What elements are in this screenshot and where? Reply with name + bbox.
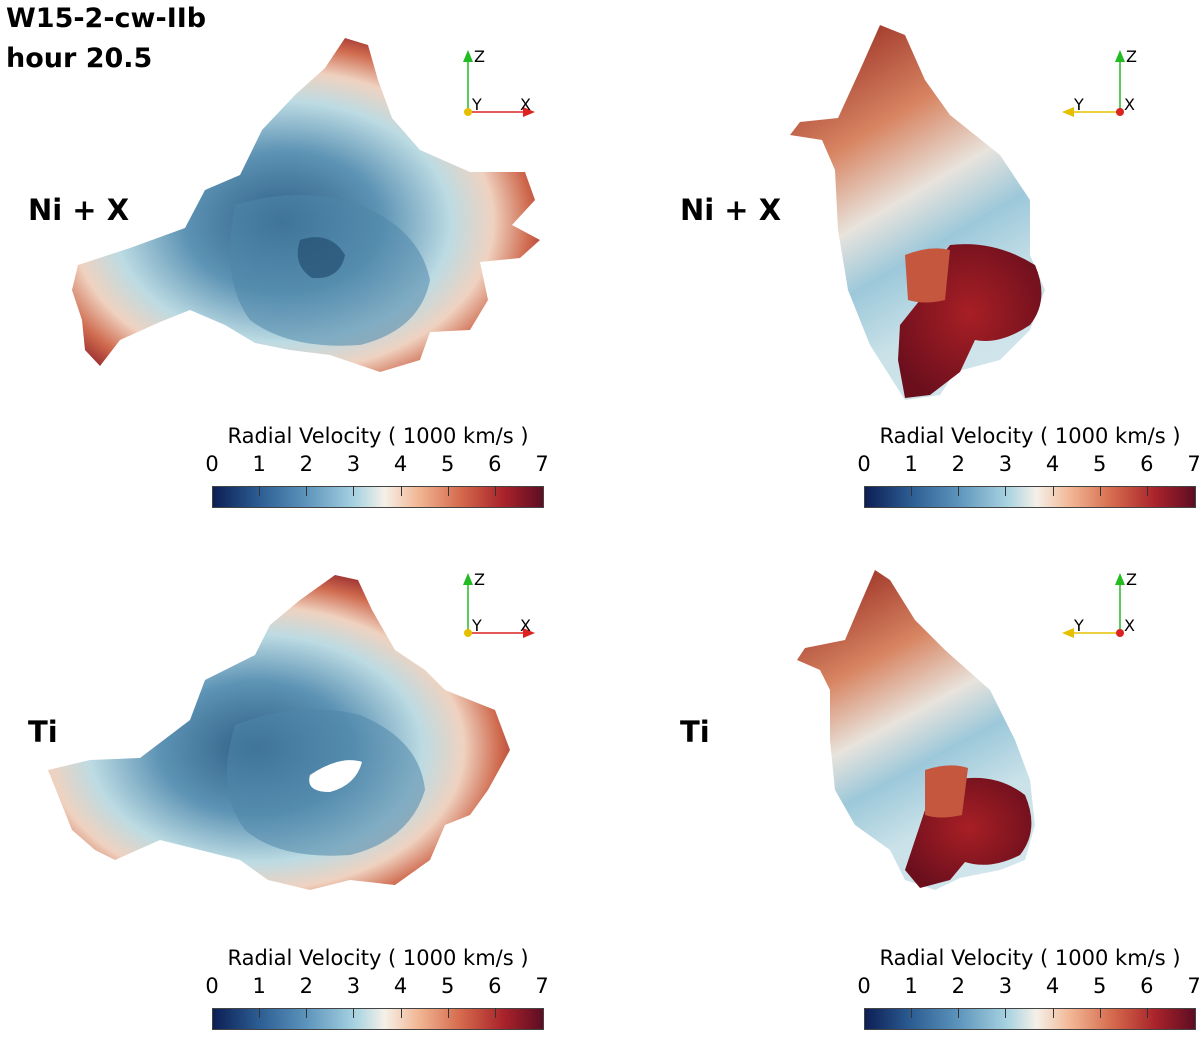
colorbar-tick-mark	[1146, 1008, 1148, 1018]
axis-y-label: Y	[1073, 616, 1084, 635]
colorbar-tick-mark	[1005, 1008, 1007, 1018]
colorbar-tick-mark	[1052, 1008, 1054, 1018]
colorbar-tick-mark	[1146, 486, 1148, 496]
colorbar-tick-mark	[400, 486, 402, 496]
colorbar-tick-mark	[1052, 486, 1054, 496]
axis-x-label: X	[1124, 616, 1135, 635]
colorbar-tick-label: 7	[1187, 974, 1200, 998]
colorbar-1: Radial Velocity ( 1000 km/s ) 0 1 2 3 4 5 6 7	[205, 424, 549, 514]
colorbar-title: Radial Velocity ( 1000 km/s )	[879, 424, 1181, 448]
axes-triad-4: Z Y X	[1062, 570, 1137, 638]
panel-label-ti-front: Ti	[28, 715, 58, 749]
colorbar-tick-label: 6	[488, 974, 502, 998]
panel-label-ni-side: Ni + X	[680, 193, 782, 227]
colorbar-tick-mark	[958, 1008, 960, 1018]
colorbar-tick-label: 0	[205, 974, 219, 998]
colorbar-tick-mark	[447, 486, 449, 496]
colorbar-tick-label: 3	[346, 452, 361, 476]
colorbar-gradient	[864, 486, 1196, 508]
colorbar-tick-label: 7	[1187, 452, 1200, 476]
panel-label-ni-front: Ni + X	[28, 193, 130, 227]
axis-y-label: Y	[1073, 95, 1084, 114]
colorbar-tick-mark	[306, 486, 308, 496]
axis-z-label: Z	[1126, 570, 1137, 589]
colorbar-tick-label: 7	[535, 452, 549, 476]
colorbar-tick-label: 4	[1045, 974, 1060, 998]
axes-triad-3: Z Y X	[463, 570, 535, 638]
colorbar-title: Radial Velocity ( 1000 km/s )	[227, 424, 529, 448]
colorbar-tick-label: 2	[299, 452, 313, 476]
colorbar-tick-mark	[259, 1008, 261, 1018]
colorbar-tick-label: 6	[1140, 452, 1154, 476]
colorbar-tick-mark	[447, 1008, 449, 1018]
colorbar-tick-mark	[494, 486, 496, 496]
surface-ti-front	[48, 575, 510, 890]
colorbar-tick-mark	[1099, 1008, 1101, 1018]
axis-z-label: Z	[474, 47, 485, 66]
colorbar-gradient	[212, 1008, 544, 1030]
surface-ni-side	[790, 25, 1045, 400]
axis-x-label: X	[520, 616, 531, 635]
axis-y-label: Y	[471, 95, 482, 114]
colorbar-tick-mark	[1005, 486, 1007, 496]
colorbar-tick-label: 5	[1093, 974, 1107, 998]
colorbar-tick-label: 0	[205, 452, 219, 476]
colorbar-tick-label: 3	[346, 974, 361, 998]
axes-triad-2: Z Y X	[1062, 47, 1137, 117]
colorbar-tick-mark	[911, 1008, 913, 1018]
surface-ni-front	[72, 38, 540, 372]
figure-title-model: W15-2-cw-IIb	[6, 3, 207, 34]
axis-z-label: Z	[1126, 47, 1137, 66]
colorbar-gradient	[212, 486, 544, 508]
colorbar-tick-label: 4	[1045, 452, 1060, 476]
colorbar-tick-mark	[958, 486, 960, 496]
surface-ti-side	[797, 570, 1035, 890]
colorbar-tick-label: 2	[299, 974, 313, 998]
colorbar-2: Radial Velocity ( 1000 km/s ) 0 1 2 3 4 5 6 7	[857, 424, 1200, 514]
axis-y-label: Y	[471, 616, 482, 635]
colorbar-4: Radial Velocity ( 1000 km/s ) 0 1 2 3 4 5 6 7	[857, 946, 1200, 1036]
colorbar-tick-mark	[1099, 486, 1101, 496]
colorbar-tick-mark	[353, 1008, 355, 1018]
colorbar-tick-mark	[259, 486, 261, 496]
colorbar-tick-label: 5	[441, 452, 455, 476]
colorbar-tick-label: 1	[904, 452, 918, 476]
colorbar-tick-label: 6	[1140, 974, 1154, 998]
axis-x-label: X	[1124, 95, 1135, 114]
panel-label-ti-side: Ti	[680, 715, 710, 749]
colorbar-title: Radial Velocity ( 1000 km/s )	[879, 946, 1181, 970]
colorbar-tick-label: 2	[951, 452, 965, 476]
colorbar-tick-mark	[306, 1008, 308, 1018]
colorbar-tick-label: 2	[951, 974, 965, 998]
colorbar-tick-label: 4	[393, 452, 408, 476]
axis-z-label: Z	[474, 570, 485, 589]
colorbar-3: Radial Velocity ( 1000 km/s ) 0 1 2 3 4 5 6 7	[205, 946, 549, 1036]
colorbar-tick-mark	[494, 1008, 496, 1018]
colorbar-tick-label: 4	[393, 974, 408, 998]
colorbar-title: Radial Velocity ( 1000 km/s )	[227, 946, 529, 970]
colorbar-tick-label: 1	[904, 974, 918, 998]
axis-x-label: X	[520, 95, 531, 114]
colorbar-tick-label: 0	[857, 452, 871, 476]
colorbar-tick-label: 7	[535, 974, 549, 998]
colorbar-tick-label: 5	[1093, 452, 1107, 476]
figure-title-time: hour 20.5	[6, 43, 153, 74]
colorbar-tick-mark	[400, 1008, 402, 1018]
colorbar-tick-mark	[353, 486, 355, 496]
colorbar-tick-label: 5	[441, 974, 455, 998]
colorbar-tick-label: 3	[998, 452, 1013, 476]
axes-triad-1: Z Y X	[463, 47, 535, 117]
colorbar-tick-label: 3	[998, 974, 1013, 998]
colorbar-gradient	[864, 1008, 1196, 1030]
colorbar-tick-label: 1	[252, 452, 266, 476]
colorbar-tick-label: 1	[252, 974, 266, 998]
colorbar-tick-label: 6	[488, 452, 502, 476]
colorbar-tick-mark	[911, 486, 913, 496]
colorbar-tick-label: 0	[857, 974, 871, 998]
